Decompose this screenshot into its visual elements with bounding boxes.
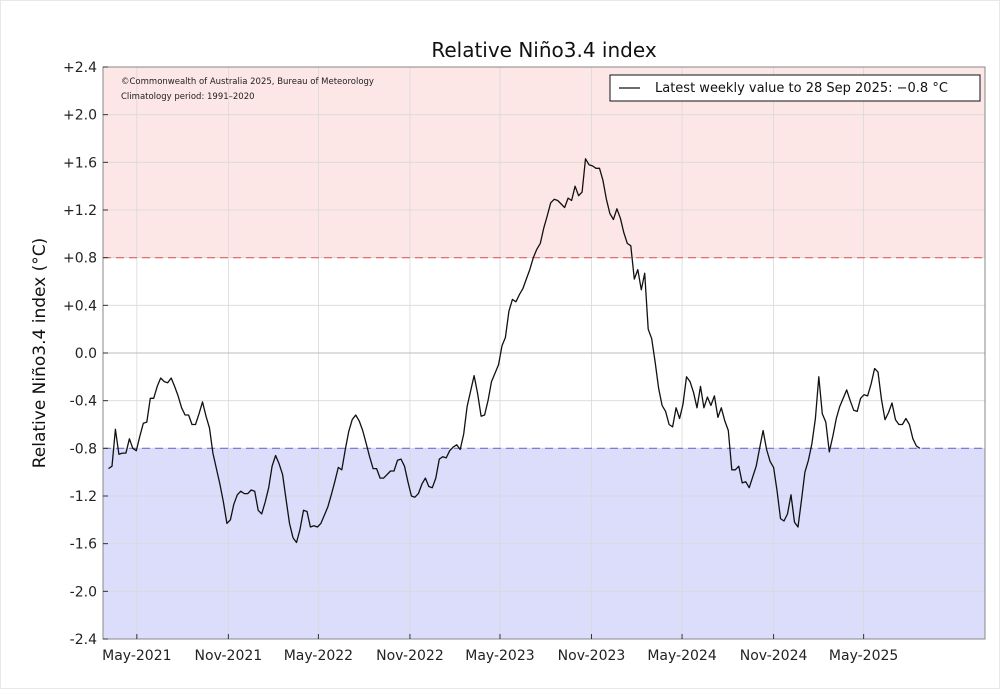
legend: Latest weekly value to 28 Sep 2025: −0.8… <box>609 74 981 102</box>
y-tick-label: +1.2 <box>63 203 97 219</box>
y-tick-label: +0.8 <box>63 251 97 267</box>
x-tick-label: May-2021 <box>102 648 171 664</box>
legend-label: Latest weekly value to 28 Sep 2025: −0.8… <box>655 81 948 96</box>
threshold-lines <box>103 257 985 449</box>
y-axis: +2.4 +2.0 +1.6 +1.2 +0.8 +0.4 0.0 -0.4 -0.8 -1.2 -… <box>63 60 108 648</box>
x-axis: May-2021 Nov-2021 May-2022 Nov-2022 May-2023… <box>102 634 898 664</box>
x-tick-label: Nov-2024 <box>740 648 808 664</box>
y-tick-label: +2.0 <box>63 108 97 124</box>
x-tick-label: Nov-2023 <box>558 648 626 664</box>
y-tick-label: -2.4 <box>70 632 97 648</box>
x-tick-label: Nov-2021 <box>195 648 263 664</box>
y-tick-label: -2.0 <box>70 584 97 600</box>
y-tick-label: -0.8 <box>70 441 97 457</box>
x-tick-label: Nov-2022 <box>376 648 444 664</box>
chart-title: Relative Niño3.4 index <box>431 38 656 62</box>
x-tick-label: May-2024 <box>647 648 716 664</box>
y-tick-label: +2.4 <box>63 60 97 76</box>
y-tick-label: +1.6 <box>63 155 97 171</box>
x-tick-label: May-2022 <box>284 648 353 664</box>
climatology-text: Climatology period: 1991–2020 <box>121 92 255 102</box>
y-tick-label: -1.2 <box>70 489 97 505</box>
legend-box <box>609 74 981 102</box>
y-axis-label: Relative Niño3.4 index (°C) <box>30 238 50 469</box>
y-tick-label: -1.6 <box>70 537 97 553</box>
x-tick-label: May-2025 <box>829 648 898 664</box>
y-tick-label: +0.4 <box>63 298 97 314</box>
x-tick-label: May-2023 <box>465 648 534 664</box>
copyright-text: ©Commonwealth of Australia 2025, Bureau … <box>121 77 374 87</box>
y-tick-label: 0.0 <box>75 346 97 362</box>
series-group <box>108 158 921 544</box>
y-tick-label: -0.4 <box>70 394 97 410</box>
series-line-0 <box>108 158 921 544</box>
